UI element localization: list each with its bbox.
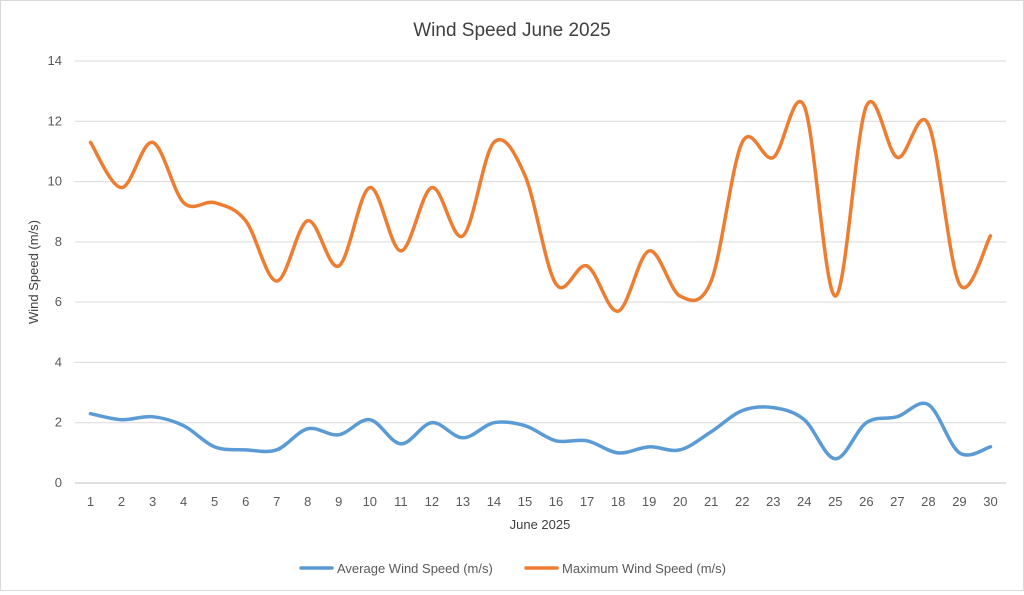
y-tick-label: 8 [55,234,62,249]
x-tick-label: 14 [487,494,501,509]
y-tick-label: 10 [48,174,62,189]
series-line-1 [88,100,993,313]
x-tick-label: 30 [983,494,997,509]
x-tick-label: 25 [828,494,842,509]
x-tick-label: 24 [797,494,811,509]
x-tick-label: 29 [952,494,966,509]
x-tick-label: 13 [456,494,470,509]
x-axis-title: June 2025 [510,517,571,532]
x-tick-label: 19 [642,494,656,509]
x-tick-label: 21 [704,494,718,509]
x-tick-label: 23 [766,494,780,509]
x-tick-label: 10 [363,494,377,509]
x-tick-label: 8 [304,494,311,509]
x-tick-label: 22 [735,494,749,509]
x-tick-label: 20 [673,494,687,509]
x-tick-label: 15 [518,494,532,509]
x-tick-label: 28 [921,494,935,509]
y-tick-label: 4 [55,354,62,369]
y-tick-label: 0 [55,475,62,490]
x-tick-label: 26 [859,494,873,509]
x-tick-label: 4 [180,494,187,509]
legend-label-1: Maximum Wind Speed (m/s) [562,561,726,576]
x-tick-label: 2 [118,494,125,509]
x-tick-label: 16 [549,494,563,509]
x-tick-label: 11 [394,494,408,509]
y-tick-label: 2 [55,415,62,430]
x-tick-label: 1 [87,494,94,509]
x-tick-label: 12 [425,494,439,509]
y-axis-ticks: 0 2 4 6 8 10 12 14 [48,53,62,490]
legend-label-0: Average Wind Speed (m/s) [337,561,493,576]
x-tick-label: 3 [149,494,156,509]
x-tick-label: 27 [890,494,904,509]
y-tick-label: 12 [48,113,62,128]
series-line-0 [88,401,993,461]
x-tick-label: 6 [242,494,249,509]
x-tick-label: 9 [335,494,342,509]
y-axis-title: Wind Speed (m/s) [26,220,41,324]
x-axis-ticks: 1 2 3 4 5 6 7 8 9 10 11 12 13 14 15 16 17 18 19 20 21 22 23 24 2… [87,494,998,509]
x-tick-label: 18 [611,494,625,509]
legend: Average Wind Speed (m/s) Maximum Wind Spe… [299,561,726,576]
gridlines [75,60,1006,484]
x-tick-label: 5 [211,494,218,509]
y-tick-label: 6 [55,294,62,309]
y-tick-label: 14 [48,53,62,68]
series-lines [88,100,993,461]
chart-title: Wind Speed June 2025 [413,20,611,41]
x-tick-label: 17 [580,494,594,509]
x-tick-label: 7 [273,494,280,509]
